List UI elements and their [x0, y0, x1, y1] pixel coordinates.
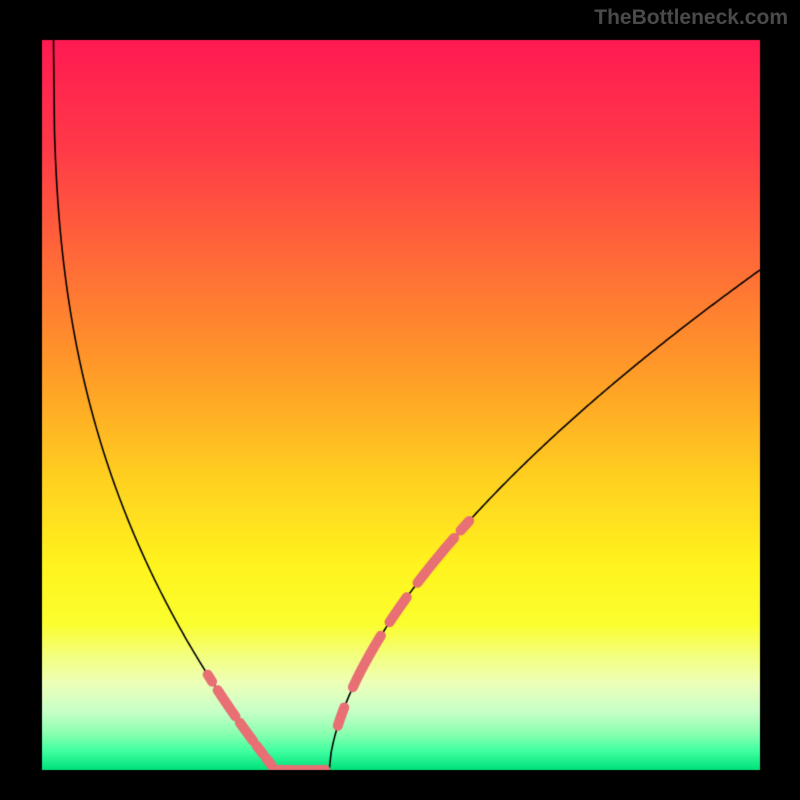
bottleneck-curve-canvas — [0, 0, 800, 800]
chart-container: TheBottleneck.com — [0, 0, 800, 800]
